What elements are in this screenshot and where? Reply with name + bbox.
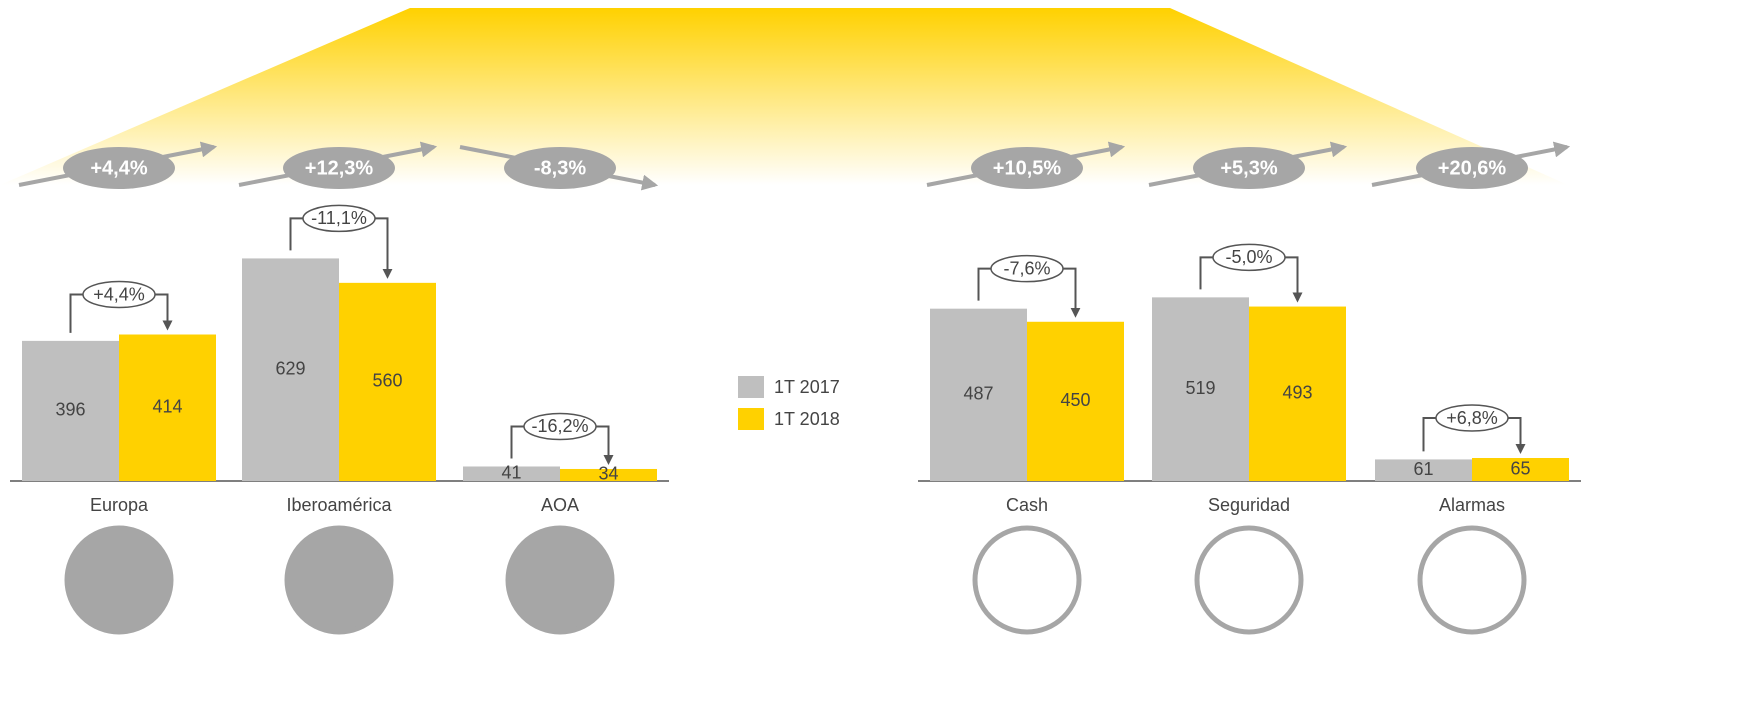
- change-oval: [302, 204, 376, 233]
- bar: [560, 468, 657, 481]
- category-label: Alarmas: [1439, 495, 1505, 515]
- bar: [1375, 459, 1472, 481]
- category-label: Europa: [90, 495, 149, 515]
- bar: [1249, 306, 1346, 481]
- change-label: -11,1%: [311, 208, 367, 228]
- change-oval: [82, 280, 156, 309]
- bar: [242, 258, 339, 481]
- legend-swatch: [738, 376, 764, 398]
- change-label: +4,4%: [93, 284, 145, 304]
- value-label: 493: [1282, 383, 1312, 403]
- growth-label: +5,3%: [1220, 157, 1277, 179]
- growth-oval: [63, 147, 175, 189]
- category-label: Iberoamérica: [286, 495, 392, 515]
- growth-oval: [1416, 147, 1528, 189]
- change-oval: [523, 412, 597, 441]
- change-oval: [1435, 404, 1509, 432]
- bar: [1472, 458, 1569, 481]
- change-label: -16,2%: [531, 416, 588, 436]
- value-label: 519: [1185, 378, 1215, 398]
- highlight-fan: [0, 8, 1568, 185]
- growth-oval: [1193, 147, 1305, 189]
- value-label: 414: [152, 397, 182, 417]
- legend-label: 1T 2017: [774, 377, 840, 397]
- growth-oval: [971, 147, 1083, 189]
- value-label: 450: [1060, 390, 1090, 410]
- bar: [119, 334, 216, 481]
- growth-label: +10,5%: [993, 157, 1062, 179]
- bar: [1027, 321, 1124, 481]
- value-label: 65: [1510, 458, 1530, 478]
- growth-oval: [283, 147, 395, 189]
- category-label: AOA: [541, 495, 579, 515]
- change-oval: [1212, 243, 1286, 272]
- growth-oval: [504, 147, 616, 189]
- value-label: 41: [501, 462, 521, 482]
- value-label: 34: [598, 464, 618, 484]
- bar: [463, 466, 560, 481]
- category-icon: [505, 525, 615, 635]
- bar: [22, 340, 119, 481]
- value-label: 487: [963, 384, 993, 404]
- category-label: Seguridad: [1208, 495, 1290, 515]
- growth-label: +4,4%: [90, 157, 147, 179]
- category-icon: [1194, 525, 1304, 635]
- category-icon: [284, 525, 394, 635]
- value-label: 560: [372, 371, 402, 391]
- bar: [930, 308, 1027, 481]
- category-icon: [1417, 525, 1527, 635]
- legend-swatch: [738, 408, 764, 430]
- category-icon: [972, 525, 1082, 635]
- value-label: 629: [275, 358, 305, 378]
- change-label: -7,6%: [1003, 258, 1050, 278]
- growth-label: +20,6%: [1438, 157, 1507, 179]
- growth-label: -8,3%: [534, 157, 586, 179]
- value-label: 396: [55, 400, 85, 420]
- value-label: 61: [1413, 459, 1433, 479]
- category-icon: [64, 525, 174, 635]
- growth-label: +12,3%: [305, 157, 374, 179]
- legend-label: 1T 2018: [774, 409, 840, 429]
- change-oval: [990, 254, 1064, 283]
- category-label: Cash: [1006, 495, 1048, 515]
- bar: [1152, 297, 1249, 481]
- change-label: +6,8%: [1446, 408, 1498, 428]
- change-label: -5,0%: [1225, 247, 1272, 267]
- bar: [339, 282, 436, 481]
